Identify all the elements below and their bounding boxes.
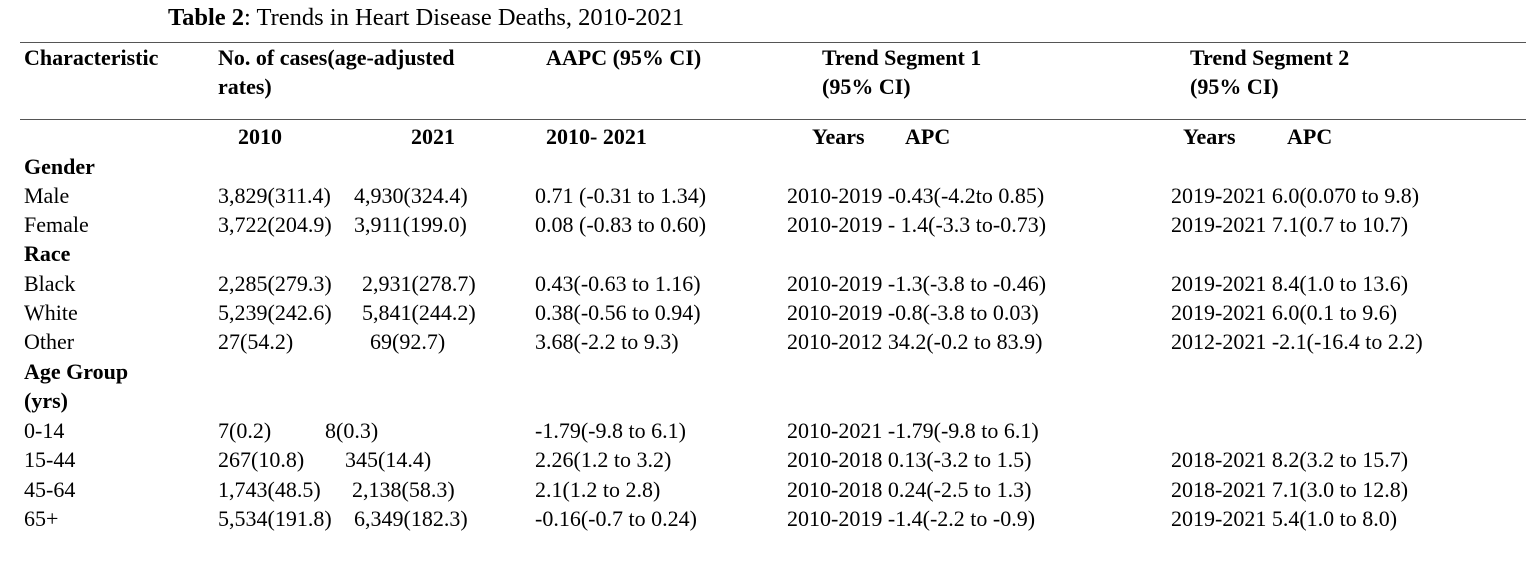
row-label: 65+ (24, 506, 59, 531)
cases-2021: 8(0.3) (325, 418, 379, 443)
row-label: Male (24, 183, 70, 208)
trend-segment-1: 2010-2012 34.2(-0.2 to 83.9) (787, 329, 1043, 354)
section-gender: Gender (24, 154, 95, 179)
cases-2021: 3,911(199.0) (354, 212, 467, 237)
trend-segment-2: 2018-2021 7.1(3.0 to 12.8) (1171, 477, 1409, 502)
cases-2010: 5,534(191.8) (218, 506, 332, 531)
table-title-text: : Trends in Heart Disease Deaths, 2010-2… (244, 4, 685, 31)
header-cases-line2: rates) (218, 74, 272, 99)
section-age-group-line2: (yrs) (24, 388, 68, 413)
trend-segment-2: 2019-2021 7.1(0.7 to 10.7) (1171, 212, 1409, 237)
row-label: 0-14 (24, 418, 65, 443)
cases-2010: 267(10.8) (218, 447, 305, 472)
header-seg2-line2: (95% CI) (1190, 74, 1279, 99)
header-top-rule (20, 42, 1526, 43)
row-label: White (24, 300, 78, 325)
trend-segment-1: 2010-2019 -0.43(-4.2to 0.85) (787, 183, 1045, 208)
trend-segment-2: 2019-2021 5.4(1.0 to 8.0) (1171, 506, 1398, 531)
header-seg2-line1: Trend Segment 2 (1190, 45, 1350, 70)
header-bottom-rule (20, 119, 1526, 120)
cases-2010: 27(54.2) (218, 329, 294, 354)
subheader-seg2-years: Years (1183, 124, 1236, 149)
aapc-value: 2.1(1.2 to 2.8) (535, 477, 661, 502)
row-label: Female (24, 212, 89, 237)
trend-segment-1: 2010-2019 - 1.4(-3.3 to-0.73) (787, 212, 1047, 237)
aapc-value: 0.43(-0.63 to 1.16) (535, 271, 701, 296)
aapc-value: -0.16(-0.7 to 0.24) (535, 506, 697, 531)
subheader-aapc-range: 2010- 2021 (546, 124, 647, 149)
aapc-value: 0.08 (-0.83 to 0.60) (535, 212, 707, 237)
cases-2010: 3,829(311.4) (218, 183, 331, 208)
subheader-2010: 2010 (238, 124, 282, 149)
aapc-value: 3.68(-2.2 to 9.3) (535, 329, 679, 354)
subheader-seg1-apc: APC (905, 124, 951, 149)
header-cases-line1: No. of cases(age-adjusted (218, 45, 455, 70)
aapc-value: 0.38(-0.56 to 0.94) (535, 300, 701, 325)
row-label: 45-64 (24, 477, 76, 502)
cases-2010: 1,743(48.5) (218, 477, 321, 502)
row-label: 15-44 (24, 447, 76, 472)
section-race: Race (24, 241, 71, 266)
cases-2021: 6,349(182.3) (354, 506, 468, 531)
aapc-value: 2.26(1.2 to 3.2) (535, 447, 672, 472)
subheader-seg1-years: Years (812, 124, 865, 149)
aapc-value: -1.79(-9.8 to 6.1) (535, 418, 686, 443)
header-seg1-line1: Trend Segment 1 (822, 45, 982, 70)
cases-2021: 2,138(58.3) (352, 477, 455, 502)
cases-2010: 3,722(204.9) (218, 212, 332, 237)
cases-2021: 5,841(244.2) (362, 300, 476, 325)
trend-segment-2: 2018-2021 8.2(3.2 to 15.7) (1171, 447, 1409, 472)
subheader-2021: 2021 (411, 124, 455, 149)
cases-2021: 345(14.4) (345, 447, 432, 472)
trend-segment-2: 2019-2021 8.4(1.0 to 13.6) (1171, 271, 1409, 296)
cases-2010: 5,239(242.6) (218, 300, 332, 325)
row-label: Other (24, 329, 75, 354)
header-characteristic: Characteristic (24, 45, 159, 70)
trend-segment-2: 2019-2021 6.0(0.1 to 9.6) (1171, 300, 1398, 325)
aapc-value: 0.71 (-0.31 to 1.34) (535, 183, 707, 208)
trend-segment-2: 2012-2021 -2.1(-16.4 to 2.2) (1171, 329, 1423, 354)
cases-2021: 4,930(324.4) (354, 183, 468, 208)
trend-segment-2: 2019-2021 6.0(0.070 to 9.8) (1171, 183, 1420, 208)
trend-segment-1: 2010-2021 -1.79(-9.8 to 6.1) (787, 418, 1039, 443)
cases-2021: 69(92.7) (370, 329, 446, 354)
trend-segment-1: 2010-2019 -1.4(-2.2 to -0.9) (787, 506, 1036, 531)
cases-2021: 2,931(278.7) (362, 271, 476, 296)
cases-2010: 7(0.2) (218, 418, 272, 443)
header-seg1-line2: (95% CI) (822, 74, 911, 99)
row-label: Black (24, 271, 76, 296)
trend-segment-1: 2010-2018 0.13(-3.2 to 1.5) (787, 447, 1032, 472)
cases-2010: 2,285(279.3) (218, 271, 332, 296)
section-age-group-line1: Age Group (24, 359, 129, 384)
subheader-seg2-apc: APC (1287, 124, 1333, 149)
trend-segment-1: 2010-2019 -1.3(-3.8 to -0.46) (787, 271, 1047, 296)
header-aapc: AAPC (95% CI) (546, 45, 702, 70)
trend-segment-1: 2010-2019 -0.8(-3.8 to 0.03) (787, 300, 1039, 325)
table-title: Table 2: Trends in Heart Disease Deaths,… (168, 2, 684, 34)
trend-segment-1: 2010-2018 0.24(-2.5 to 1.3) (787, 477, 1032, 502)
table-title-label: Table 2 (168, 4, 245, 31)
